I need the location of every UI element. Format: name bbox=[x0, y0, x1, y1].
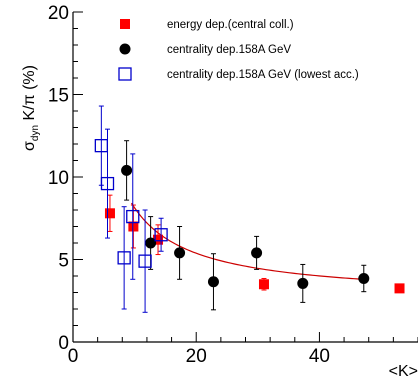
y-tick-label: 15 bbox=[48, 86, 69, 107]
data-point bbox=[126, 209, 140, 224]
data-point bbox=[174, 247, 186, 259]
fit-curve bbox=[131, 202, 366, 281]
data-point bbox=[121, 164, 133, 176]
data-point bbox=[154, 228, 168, 242]
series-open-square bbox=[94, 105, 168, 313]
legend-marker bbox=[118, 67, 132, 81]
data-point bbox=[128, 221, 139, 232]
data-point bbox=[138, 254, 152, 268]
data-point bbox=[100, 176, 115, 191]
data-point bbox=[104, 208, 115, 219]
data-point bbox=[145, 237, 157, 249]
legend-label: centrality dep.158A GeV (lowest acc.) bbox=[167, 69, 359, 81]
legend-marker bbox=[120, 19, 130, 29]
series-filled-square bbox=[104, 194, 405, 294]
data-point bbox=[297, 277, 309, 289]
axes bbox=[72, 12, 418, 343]
data-point bbox=[117, 251, 131, 265]
y-axis-title: σdyn K/π (%) bbox=[21, 65, 41, 151]
x-axis-title: <K> bbox=[389, 363, 418, 380]
ticks bbox=[72, 11, 418, 343]
data-point bbox=[207, 276, 219, 288]
legend-label: centrality dep.158A GeV bbox=[167, 44, 291, 56]
y-tick-label: 10 bbox=[48, 168, 69, 189]
x-tick-label: 40 bbox=[309, 346, 330, 367]
x-tick-label: 20 bbox=[186, 346, 207, 367]
legend-label: energy dep.(central coll.) bbox=[167, 19, 294, 31]
data-point bbox=[394, 283, 405, 294]
data-point bbox=[251, 247, 263, 259]
series-layer bbox=[94, 105, 405, 313]
y-tick-label: 20 bbox=[48, 3, 69, 24]
tick-labels: 0 5 10 15 20 0 20 40 bbox=[48, 3, 330, 367]
data-point bbox=[258, 279, 269, 290]
data-point bbox=[358, 272, 370, 284]
data-point bbox=[153, 234, 164, 245]
y-tick-label: 0 bbox=[58, 333, 69, 354]
legend-marker bbox=[119, 43, 131, 55]
y-tick-label: 5 bbox=[58, 251, 69, 272]
legend: energy dep.(central coll.) centrality dep… bbox=[118, 19, 359, 81]
series-filled-circle bbox=[121, 140, 370, 311]
x-tick-label: 0 bbox=[68, 346, 79, 367]
